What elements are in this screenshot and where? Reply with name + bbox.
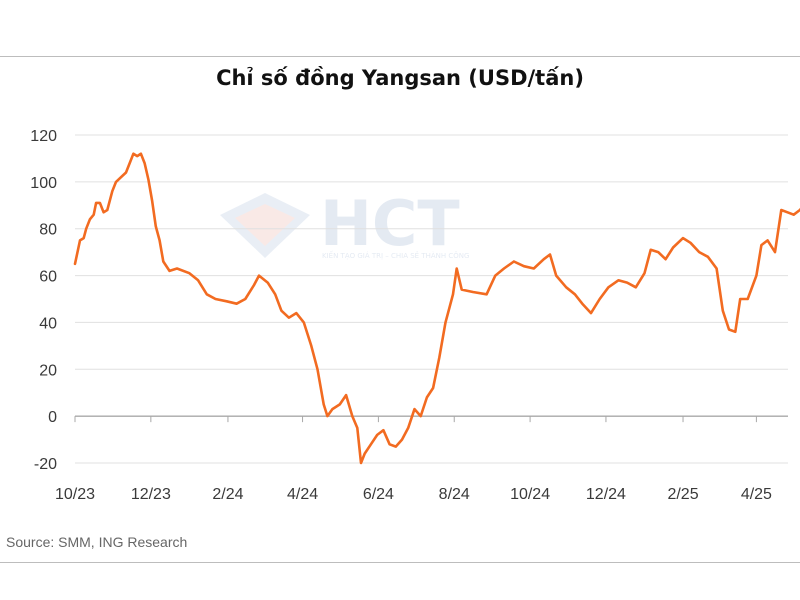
x-tick-label: 12/24 <box>586 486 626 503</box>
chart-source: Source: SMM, ING Research <box>6 534 188 550</box>
chart-title: Chỉ số đồng Yangsan (USD/tấn) <box>216 66 584 90</box>
watermark-diamond-icon <box>220 193 310 258</box>
x-tick-label: 2/25 <box>667 486 698 503</box>
bottom-divider <box>0 562 800 563</box>
watermark-diamond-inner-icon <box>235 204 295 246</box>
y-tick-label: 80 <box>39 222 57 239</box>
y-tick-label: 100 <box>30 175 57 192</box>
y-tick-label: 20 <box>39 362 57 379</box>
y-tick-label: -20 <box>34 456 57 473</box>
x-tick-label: 6/24 <box>363 486 394 503</box>
y-tick-label: 0 <box>48 409 57 426</box>
top-divider <box>0 56 800 57</box>
x-tick-label: 12/23 <box>131 486 171 503</box>
watermark-text: HCT <box>320 187 460 260</box>
series-line <box>73 152 800 465</box>
x-tick-label: 2/24 <box>212 486 243 503</box>
watermark-tagline: KIẾN TẠO GIÁ TRỊ – CHIA SẺ THÀNH CÔNG <box>322 250 469 260</box>
x-tick-label: 10/23 <box>55 486 95 503</box>
y-tick-label: 60 <box>39 269 57 286</box>
x-tick-label: 4/24 <box>287 486 318 503</box>
y-tick-label: 120 <box>30 128 57 145</box>
y-tick-label: 40 <box>39 315 57 332</box>
x-tick-label: 8/24 <box>439 486 470 503</box>
x-tick-label: 4/25 <box>741 486 772 503</box>
x-tick-label: 10/24 <box>510 486 550 503</box>
